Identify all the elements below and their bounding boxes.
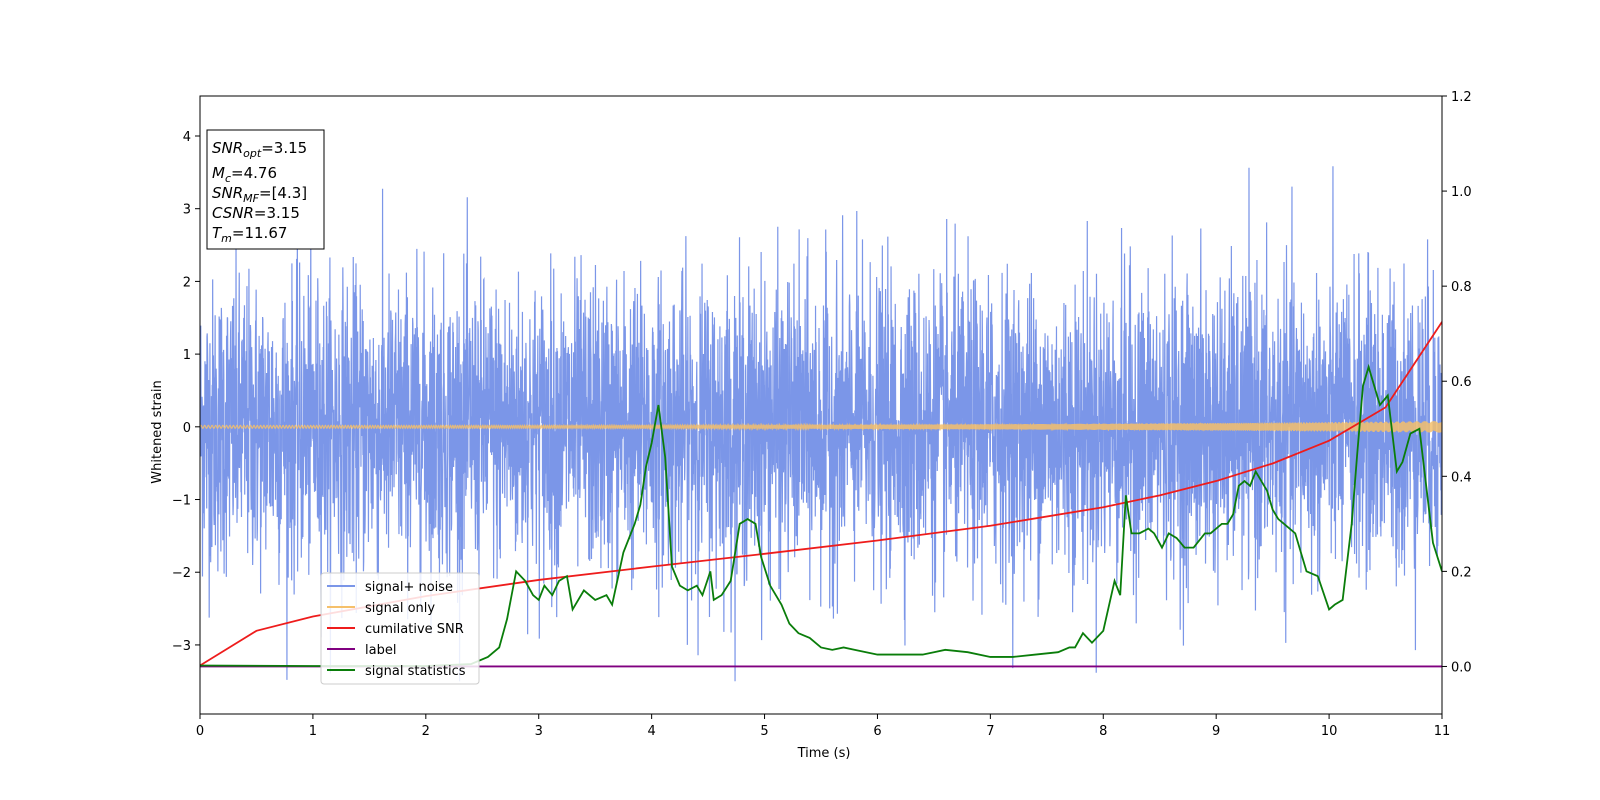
x-tick-label: 11	[1434, 724, 1451, 739]
info-box-line: SNRopt=3.15	[212, 139, 307, 160]
y-tick-label: 0	[183, 421, 191, 436]
y2-tick-label: 1.0	[1451, 185, 1472, 200]
y2-tick-label: 0.4	[1451, 470, 1472, 485]
y2-tick-label: 0.8	[1451, 280, 1472, 295]
y2-tick-label: 0.0	[1451, 660, 1472, 675]
y2-tick-label: 1.2	[1451, 90, 1472, 105]
y-tick-label: −1	[172, 494, 191, 509]
y-tick-label: 3	[183, 203, 191, 218]
y-tick-label: 4	[183, 130, 191, 145]
info-box-line: CSNR=3.15	[212, 204, 300, 222]
x-tick-label: 5	[760, 724, 768, 739]
y2-tick-label: 0.2	[1451, 565, 1472, 580]
y-tick-label: 2	[183, 275, 191, 290]
x-tick-label: 10	[1321, 724, 1338, 739]
legend-label: label	[365, 643, 396, 658]
legend-label: signal+ noise	[365, 580, 453, 595]
x-tick-label: 2	[422, 724, 430, 739]
x-tick-label: 8	[1099, 724, 1107, 739]
plot-frame	[199, 95, 1443, 715]
y-tick-label: −3	[172, 639, 191, 654]
y2-tick-label: 0.6	[1451, 375, 1472, 390]
info-box-line: Tm=11.67	[212, 224, 287, 245]
legend: signal+ noise signal only cumilative SNR la…	[320, 572, 480, 685]
x-tick-label: 9	[1212, 724, 1220, 739]
x-tick-label: 1	[309, 724, 317, 739]
legend-label: signal statistics	[365, 664, 466, 679]
y-tick-label: −2	[172, 566, 191, 581]
x-tick-label: 4	[647, 724, 655, 739]
axes: 0 1 2 3 4 5 6 7 8 9 10 11 −3 −2 −1 0 1 2 3 4 0.0 0.2 0.4 0.6 0.8…	[172, 90, 1472, 739]
legend-label: cumilative SNR	[365, 622, 464, 637]
y-tick-label: 1	[183, 348, 191, 363]
legend-label: signal only	[365, 601, 435, 616]
legend-frame	[320, 572, 480, 685]
x-tick-label: 7	[986, 724, 994, 739]
info-box-line: SNRMF=[4.3]	[212, 184, 307, 205]
x-tick-label: 3	[535, 724, 543, 739]
x-tick-label: 6	[873, 724, 881, 739]
y-axis-label: Whitened strain	[150, 380, 165, 483]
series-signal-only-line	[200, 421, 1442, 433]
info-box-frame	[206, 129, 325, 250]
x-axis-label: Time (s)	[797, 746, 851, 761]
series-signal-statistics-line	[200, 363, 1442, 667]
x-tick-label: 0	[196, 724, 204, 739]
info-box-line: Mc=4.76	[212, 164, 277, 185]
series-signal-noise-line	[200, 166, 1442, 682]
